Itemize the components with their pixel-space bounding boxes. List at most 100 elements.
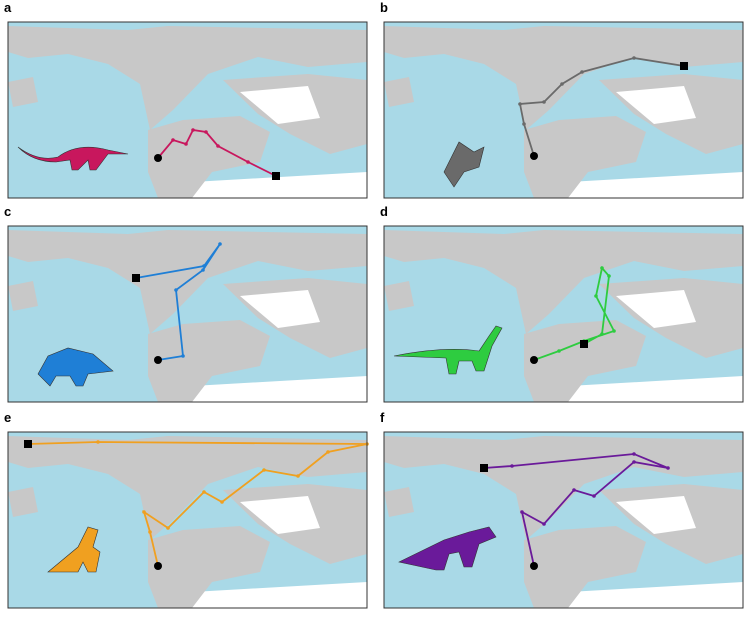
shelf — [534, 172, 743, 198]
end-point — [132, 274, 140, 282]
shelf — [158, 376, 367, 402]
route-node — [612, 329, 616, 333]
dinosaur-silhouette — [443, 141, 485, 188]
route-node — [166, 526, 170, 530]
end-point — [680, 62, 688, 70]
route-node — [246, 160, 250, 164]
land — [384, 26, 743, 130]
route-node — [181, 354, 185, 358]
migration-route — [27, 441, 368, 567]
panel-label: a — [4, 0, 12, 15]
map-panel — [7, 225, 368, 403]
route-node — [201, 268, 205, 272]
route-node — [580, 70, 584, 74]
route-node — [632, 460, 636, 464]
route-node — [518, 102, 522, 106]
start-point — [530, 152, 538, 160]
panel-border — [383, 21, 744, 199]
route-node — [520, 510, 524, 514]
dinosaur-silhouette — [17, 146, 129, 171]
land — [384, 281, 414, 311]
route-node — [600, 332, 604, 336]
route-node — [216, 144, 220, 148]
land — [524, 320, 646, 402]
map-panel — [383, 21, 744, 199]
dinosaur-silhouette — [47, 526, 101, 573]
shelf — [158, 172, 367, 198]
start-point — [530, 356, 538, 364]
land — [384, 487, 414, 517]
end-point — [480, 464, 488, 472]
map-panel — [7, 431, 369, 609]
panel-label: c — [4, 204, 11, 219]
route-node — [204, 130, 208, 134]
land — [8, 436, 367, 540]
route-node — [560, 82, 564, 86]
route-node — [542, 522, 546, 526]
map-panel — [7, 21, 368, 199]
shelf — [534, 582, 743, 608]
route-node — [326, 450, 330, 454]
dinosaur-silhouette — [37, 347, 114, 387]
route-node — [594, 294, 598, 298]
land — [384, 230, 743, 334]
panel-border — [383, 431, 744, 609]
route-node — [296, 474, 300, 478]
route-node — [96, 440, 100, 444]
shelf — [158, 582, 367, 608]
land — [8, 26, 367, 130]
route-node — [191, 128, 195, 132]
end-point — [580, 340, 588, 348]
route-node — [632, 452, 636, 456]
shelf — [240, 290, 320, 328]
panel-border — [7, 431, 368, 609]
route-node — [510, 464, 514, 468]
start-point — [154, 154, 162, 162]
route-node — [202, 264, 206, 268]
migration-route — [518, 57, 685, 157]
land — [8, 281, 38, 311]
panel-label: b — [380, 0, 388, 15]
map-panel — [383, 225, 744, 403]
land — [148, 526, 270, 608]
land — [524, 526, 646, 608]
panel-label: f — [380, 410, 385, 425]
end-point — [272, 172, 280, 180]
start-point — [154, 356, 162, 364]
route-node — [262, 468, 266, 472]
route-node — [600, 266, 604, 270]
shelf — [616, 290, 696, 328]
start-point — [530, 562, 538, 570]
route-node — [184, 142, 188, 146]
panel-label: d — [380, 204, 388, 219]
route-node — [607, 274, 611, 278]
land — [148, 116, 270, 198]
panel-border — [7, 21, 368, 199]
dinosaur-silhouette — [398, 526, 497, 571]
land — [148, 320, 270, 402]
end-point — [24, 440, 32, 448]
route-node — [572, 488, 576, 492]
route-node — [220, 500, 224, 504]
route-node — [592, 494, 596, 498]
route-node — [202, 490, 206, 494]
map-panel — [383, 431, 744, 609]
shelf — [616, 496, 696, 534]
route-node — [171, 138, 175, 142]
panel-border — [383, 225, 744, 403]
shelf — [616, 86, 696, 124]
route-node — [542, 100, 546, 104]
route-node — [148, 530, 152, 534]
route-node — [557, 349, 561, 353]
route-node — [632, 56, 636, 60]
land — [524, 116, 646, 198]
land — [384, 77, 414, 107]
route-node — [174, 288, 178, 292]
route-node — [142, 510, 146, 514]
route-node — [522, 122, 526, 126]
dinosaur-silhouette — [393, 325, 503, 375]
migration-route — [157, 129, 277, 177]
route-node — [218, 242, 222, 246]
land — [8, 77, 38, 107]
